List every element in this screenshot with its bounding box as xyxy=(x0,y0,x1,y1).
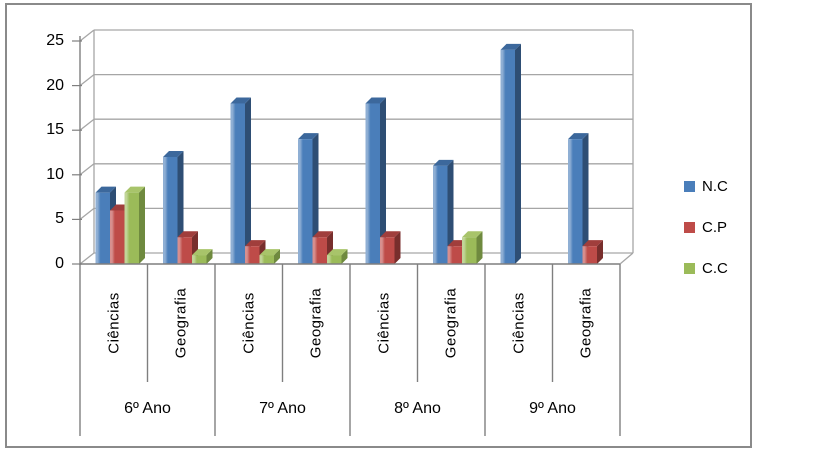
year-label: 8º Ano xyxy=(394,400,441,417)
y-axis-tick-label: 5 xyxy=(55,210,64,228)
bar-NC-2 xyxy=(230,97,251,264)
y-axis-tick-label: 25 xyxy=(46,32,64,49)
y-axis-tick-label: 20 xyxy=(46,76,64,94)
bar-NC-3 xyxy=(298,133,319,264)
year-label: 7º Ano xyxy=(259,400,306,417)
year-label: 9º Ano xyxy=(529,400,576,417)
bar-NC-5 xyxy=(433,159,454,264)
subject-label: Ciências xyxy=(510,292,528,354)
subject-label: Geografia xyxy=(307,287,325,359)
y-axis-tick-label: 10 xyxy=(46,165,64,183)
legend-item: N.C xyxy=(684,179,728,194)
subject-label: Ciências xyxy=(240,292,258,354)
subject-label: Geografia xyxy=(577,287,595,359)
subject-label: Geografia xyxy=(442,287,460,359)
bar-CP-4 xyxy=(380,231,401,264)
subject-label: Ciências xyxy=(375,292,393,354)
y-axis-tick-label: 0 xyxy=(55,255,64,272)
legend-item: C.C xyxy=(684,261,728,276)
bar-NC-6 xyxy=(500,43,521,264)
bar-NC-4 xyxy=(365,97,386,264)
bar-CC-3 xyxy=(327,249,348,264)
y-axis-tick-label: 15 xyxy=(46,121,64,139)
bar-CC-1 xyxy=(192,249,213,264)
legend-label: C.P xyxy=(702,219,728,236)
legend-label: C.C xyxy=(702,260,728,277)
legend-label: N.C xyxy=(702,178,728,195)
legend-swatch-cp xyxy=(684,222,695,233)
bar-CC-5 xyxy=(462,231,483,264)
subject-label: Ciências xyxy=(105,292,123,354)
legend-swatch-nc xyxy=(684,181,695,192)
bar-NC-7 xyxy=(568,133,589,264)
bar-CP-7 xyxy=(582,240,603,264)
bar-CC-0 xyxy=(124,186,145,264)
bar-CC-2 xyxy=(259,249,280,264)
subject-label: Geografia xyxy=(172,287,190,359)
legend-swatch-cc xyxy=(684,263,695,274)
year-label: 6º Ano xyxy=(124,400,171,417)
legend-item: C.P xyxy=(684,220,727,235)
